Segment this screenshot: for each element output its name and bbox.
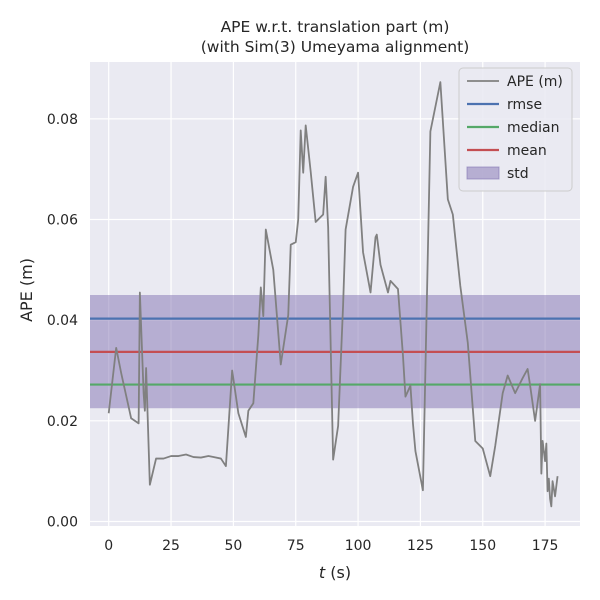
x-tick-label: 75 <box>287 538 305 554</box>
y-axis-ticks: 0.00 0.02 0.04 0.06 0.08 <box>47 112 78 531</box>
y-tick-label: 0.00 <box>47 514 78 530</box>
y-tick-label: 0.04 <box>47 313 78 329</box>
y-tick-label: 0.08 <box>47 112 78 128</box>
x-tick-label: 125 <box>407 538 434 554</box>
chart-title: APE w.r.t. translation part (m) <box>221 18 450 36</box>
legend-label: APE (m) <box>507 74 563 90</box>
x-tick-label: 150 <box>469 538 496 554</box>
stat-lines <box>90 317 580 386</box>
legend-box <box>458 67 573 192</box>
chart-subtitle: (with Sim(3) Umeyama alignment) <box>201 38 470 56</box>
ape-series-line <box>107 81 559 508</box>
legend-label: mean <box>507 143 547 159</box>
legend-label: rmse <box>507 97 542 113</box>
x-axis-label-var: t <box>319 563 326 582</box>
x-tick-label: 175 <box>532 538 559 554</box>
x-axis-label: t (s) <box>319 563 351 582</box>
x-axis-ticks: 0 25 50 75 100 125 150 175 <box>104 538 558 554</box>
legend: APE (m) rmse median mean std <box>458 67 573 192</box>
legend-swatch <box>466 166 500 180</box>
x-tick-label: 100 <box>345 538 372 554</box>
x-tick-label: 50 <box>224 538 242 554</box>
legend-label: median <box>507 120 559 136</box>
x-tick-label: 25 <box>162 538 180 554</box>
x-axis-label-unit: (s) <box>325 563 351 582</box>
y-axis-label: APE (m) <box>17 258 36 322</box>
y-tick-label: 0.06 <box>47 213 78 229</box>
series-layer <box>107 81 559 508</box>
legend-label: std <box>507 166 529 182</box>
y-tick-label: 0.02 <box>47 414 78 430</box>
x-tick-label: 0 <box>104 538 113 554</box>
